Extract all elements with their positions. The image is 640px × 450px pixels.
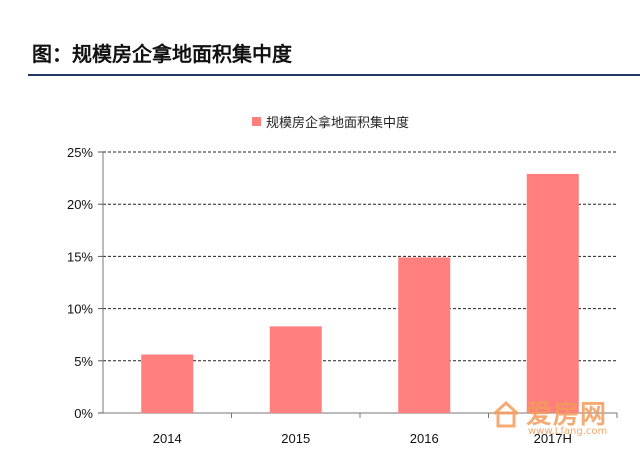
legend-label: 规模房企拿地面积集中度: [266, 115, 409, 131]
y-tick-label: 10%: [67, 302, 93, 317]
house-logo-icon: [492, 400, 520, 428]
header: 图：规模房企拿地面积集中度: [0, 0, 640, 80]
y-tick-label: 15%: [67, 249, 93, 264]
legend-swatch: [252, 117, 261, 126]
watermark-logo-text: 爱房网: [526, 400, 608, 430]
x-tick-label: 2017H: [534, 431, 572, 446]
bar: [526, 173, 579, 413]
page-title: 图：规模房企拿地面积集中度: [32, 42, 292, 66]
title-divider: [28, 74, 640, 76]
y-tick-label: 25%: [67, 145, 93, 160]
y-tick-label: 5%: [74, 354, 93, 369]
y-tick-label: 0%: [74, 406, 93, 421]
watermark: 爱房网 www.Lfang.com: [488, 394, 638, 450]
bar: [398, 257, 451, 413]
x-tick-label: 2016: [410, 431, 439, 446]
bar: [141, 354, 194, 413]
bar: [269, 326, 322, 413]
watermark-url: www.Lfang.com: [528, 426, 608, 437]
y-tick-label: 20%: [67, 197, 93, 212]
x-tick-label: 2015: [281, 431, 310, 446]
x-tick-label: 2014: [153, 431, 182, 446]
